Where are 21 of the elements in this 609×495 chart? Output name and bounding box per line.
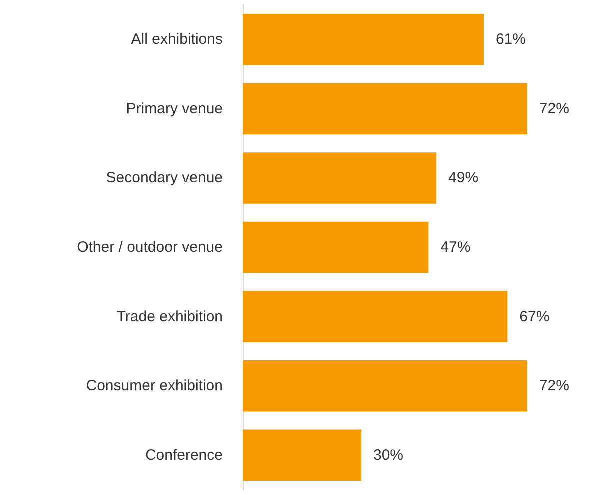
bar	[243, 430, 362, 481]
y-tick-label: All exhibitions	[131, 31, 223, 48]
data-label: 47%	[440, 239, 471, 256]
bar	[243, 360, 528, 412]
bar	[243, 83, 528, 135]
y-tick-label: Trade exhibition	[116, 308, 223, 326]
y-tick-label: Other / outdoor venue	[77, 239, 223, 256]
data-label: 30%	[374, 446, 404, 464]
bar	[243, 14, 484, 66]
bar	[243, 222, 429, 274]
y-tick-label: Conference	[145, 446, 223, 464]
data-label: 67%	[520, 308, 550, 326]
bar	[243, 291, 508, 342]
data-label: 49%	[448, 170, 479, 187]
y-tick-label: Primary venue	[126, 100, 223, 118]
data-label: 61%	[496, 31, 526, 48]
data-label: 72%	[539, 100, 570, 118]
data-label: 72%	[539, 378, 570, 395]
y-tick-label: Consumer exhibition	[86, 378, 223, 395]
y-tick-label: Secondary venue	[106, 170, 223, 187]
bar	[243, 152, 437, 204]
